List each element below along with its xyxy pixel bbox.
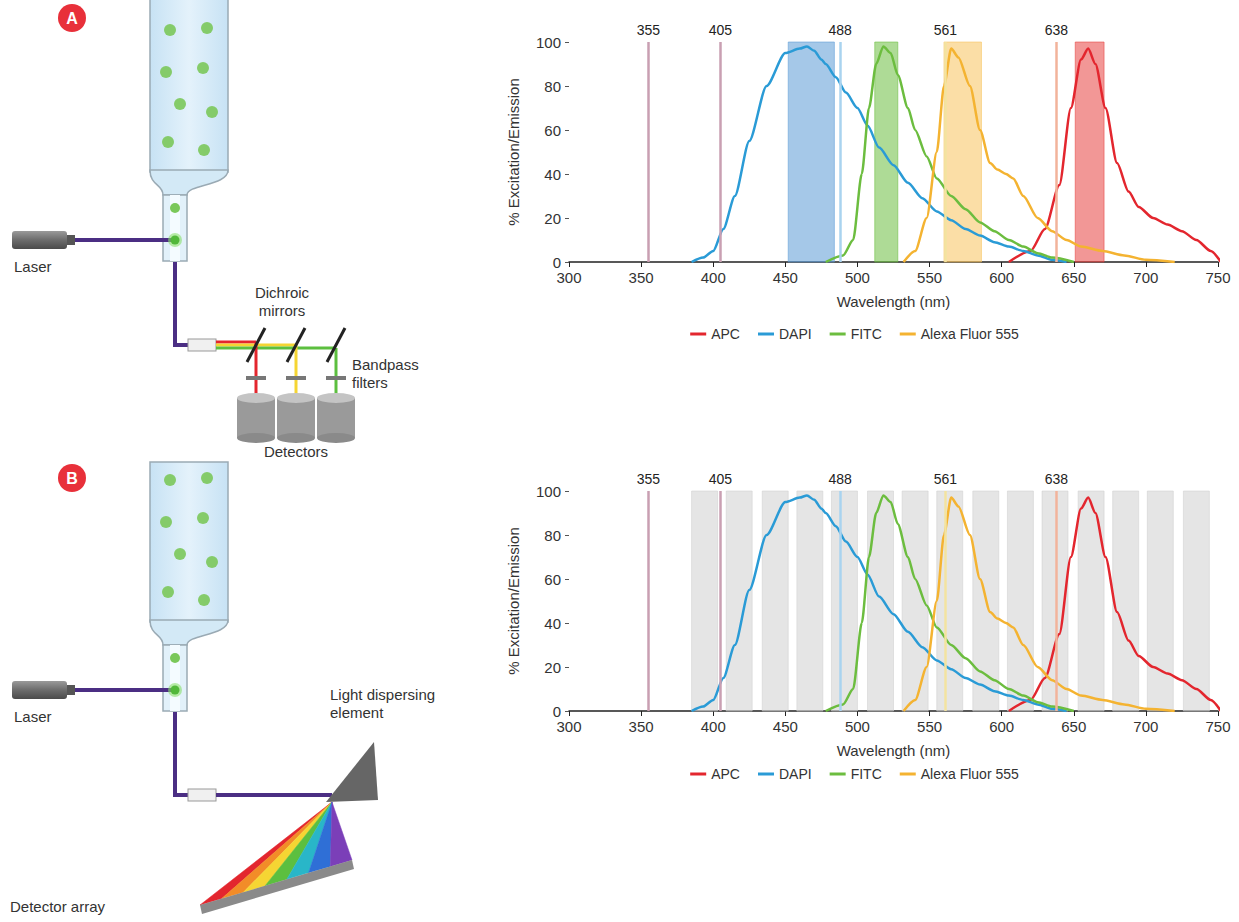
svg-text:Detectors: Detectors [264,443,328,460]
svg-text:750: 750 [1205,269,1230,286]
svg-text:Dichroicmirrors: Dichroicmirrors [255,284,310,319]
svg-text:A: A [66,10,78,27]
svg-text:20: 20 [544,659,561,676]
svg-text:Wavelength (nm): Wavelength (nm) [837,742,951,759]
svg-text:FITC: FITC [851,326,882,342]
svg-text:400: 400 [701,269,726,286]
svg-text:40: 40 [544,166,561,183]
svg-text:100: 100 [536,483,561,500]
svg-text:355: 355 [637,471,661,487]
svg-text:500: 500 [845,269,870,286]
svg-text:20: 20 [544,210,561,227]
svg-text:40: 40 [544,615,561,632]
svg-text:Bandpassfilters: Bandpassfilters [352,356,419,391]
svg-text:Detector array: Detector array [10,898,106,915]
svg-text:488: 488 [828,22,852,38]
svg-text:561: 561 [934,22,958,38]
svg-text:FITC: FITC [851,766,882,782]
svg-text:450: 450 [773,718,798,735]
svg-text:600: 600 [989,718,1014,735]
svg-text:488: 488 [828,471,852,487]
svg-text:350: 350 [629,718,654,735]
svg-text:450: 450 [773,269,798,286]
svg-text:700: 700 [1133,718,1158,735]
svg-text:Light dispersingelement: Light dispersingelement [330,686,435,721]
svg-text:% Excitation/Emission: % Excitation/Emission [505,527,522,675]
svg-text:650: 650 [1061,269,1086,286]
svg-text:550: 550 [917,269,942,286]
svg-text:0: 0 [553,703,561,720]
svg-text:750: 750 [1205,718,1230,735]
svg-text:638: 638 [1045,22,1069,38]
svg-text:DAPI: DAPI [779,766,812,782]
svg-text:60: 60 [544,571,561,588]
svg-text:400: 400 [701,718,726,735]
svg-text:B: B [66,470,78,487]
svg-text:300: 300 [556,269,581,286]
svg-text:Wavelength (nm): Wavelength (nm) [837,293,951,310]
svg-text:300: 300 [556,718,581,735]
svg-text:Laser: Laser [14,708,52,725]
svg-text:Laser: Laser [14,258,52,275]
svg-text:DAPI: DAPI [779,326,812,342]
svg-text:Alexa Fluor 555: Alexa Fluor 555 [921,326,1019,342]
svg-text:APC: APC [711,326,740,342]
svg-text:405: 405 [709,471,733,487]
svg-text:80: 80 [544,527,561,544]
svg-text:561: 561 [934,471,958,487]
svg-text:550: 550 [917,718,942,735]
svg-text:350: 350 [629,269,654,286]
svg-text:500: 500 [845,718,870,735]
svg-text:600: 600 [989,269,1014,286]
svg-text:700: 700 [1133,269,1158,286]
svg-text:650: 650 [1061,718,1086,735]
svg-text:405: 405 [709,22,733,38]
svg-text:Alexa Fluor 555: Alexa Fluor 555 [921,766,1019,782]
svg-text:APC: APC [711,766,740,782]
svg-text:638: 638 [1045,471,1069,487]
svg-text:0: 0 [553,254,561,271]
svg-text:80: 80 [544,78,561,95]
svg-text:60: 60 [544,122,561,139]
svg-text:% Excitation/Emission: % Excitation/Emission [505,78,522,226]
svg-text:100: 100 [536,34,561,51]
svg-text:355: 355 [637,22,661,38]
